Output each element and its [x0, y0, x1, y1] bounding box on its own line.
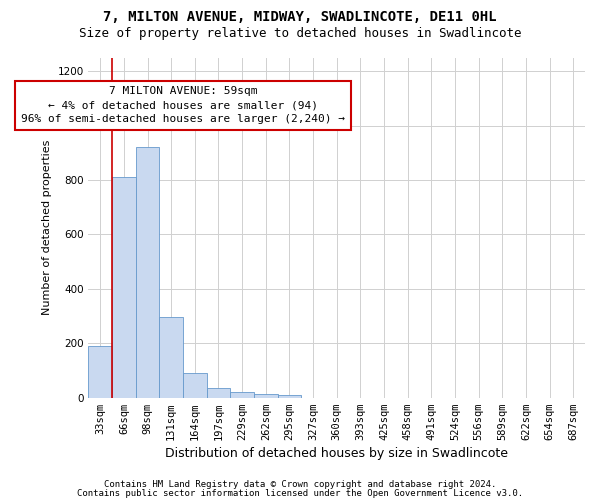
- Text: Size of property relative to detached houses in Swadlincote: Size of property relative to detached ho…: [79, 28, 521, 40]
- Bar: [88, 346, 112, 398]
- Text: Contains HM Land Registry data © Crown copyright and database right 2024.: Contains HM Land Registry data © Crown c…: [104, 480, 496, 489]
- Bar: [254, 394, 278, 398]
- Bar: [206, 388, 230, 398]
- Bar: [136, 148, 160, 398]
- Y-axis label: Number of detached properties: Number of detached properties: [42, 140, 52, 316]
- X-axis label: Distribution of detached houses by size in Swadlincote: Distribution of detached houses by size …: [165, 447, 508, 460]
- Bar: [112, 177, 136, 398]
- Text: 7 MILTON AVENUE: 59sqm
← 4% of detached houses are smaller (94)
96% of semi-deta: 7 MILTON AVENUE: 59sqm ← 4% of detached …: [21, 86, 345, 124]
- Bar: [160, 318, 183, 398]
- Text: Contains public sector information licensed under the Open Government Licence v3: Contains public sector information licen…: [77, 488, 523, 498]
- Text: 7, MILTON AVENUE, MIDWAY, SWADLINCOTE, DE11 0HL: 7, MILTON AVENUE, MIDWAY, SWADLINCOTE, D…: [103, 10, 497, 24]
- Bar: [183, 373, 206, 398]
- Bar: [230, 392, 254, 398]
- Bar: [278, 395, 301, 398]
